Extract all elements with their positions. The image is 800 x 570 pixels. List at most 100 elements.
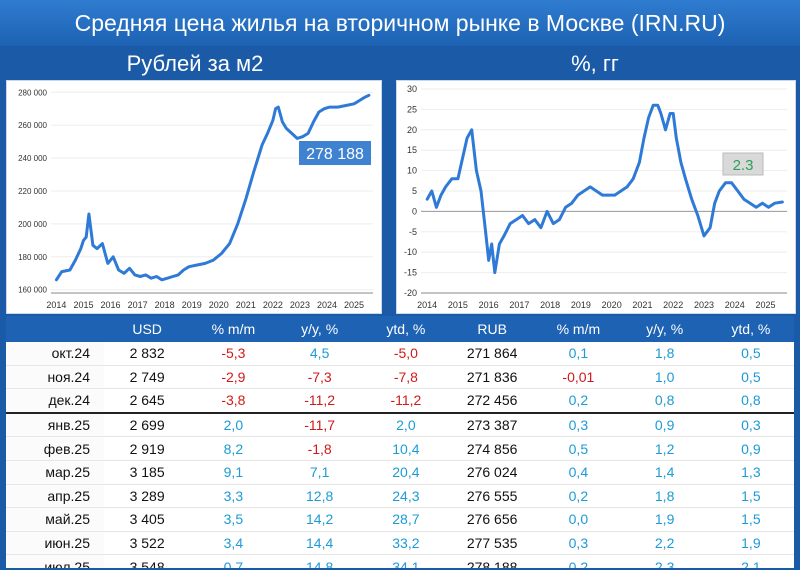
table-cell: 7,1 [276,460,363,485]
table-cell: 3 522 [104,531,191,556]
table-cell: 3 185 [104,460,191,485]
month-cell: ноя.24 [6,365,104,390]
annotation-box [299,141,371,165]
y-tick-label: 15 [407,145,417,155]
y-tick-label: 260 000 [18,121,47,130]
table-cell: 2 832 [104,342,191,366]
x-tick-label: 2022 [663,300,683,310]
month-cell: янв.25 [6,412,104,438]
table-cell: -2,9 [190,365,277,390]
table-cell: 28,7 [362,507,449,532]
table-cell: 0,5 [707,342,794,366]
table-cell: 1,5 [707,484,794,509]
table-cell: 34,1 [362,554,449,568]
annotation-box [722,152,764,176]
y-tick-label: 10 [407,166,417,176]
data-table: USD% m/m y/y, % ytd, % RUB% m/m y/y, % ytd, %… [6,316,794,568]
month-cell: мар.25 [6,460,104,485]
table-cell: 3,4 [190,531,277,556]
table-cell: 274 856 [449,436,536,461]
table-cell: 14,2 [276,507,363,532]
y-tick-label: -5 [409,227,417,237]
left-chart-subtitle: Рублей за м2 [126,51,264,76]
data-table-container: USD% m/m y/y, % ytd, % RUB% m/m y/y, % ytd, %… [6,316,794,568]
x-tick-label: 2024 [317,300,337,310]
annotation-label: 2.3 [733,157,754,174]
table-cell: 276 024 [449,460,536,485]
x-tick-label: 2023 [290,300,310,310]
x-tick-label: 2020 [602,300,622,310]
table-header-cell: y/y, % [276,316,363,342]
table-cell: 1,0 [621,365,708,390]
table-cell: 2,1 [707,554,794,568]
page-title: Средняя цена жилья на вторичном рынке в … [0,0,800,46]
table-header-cell: USD [104,316,191,342]
table-cell: 9,1 [190,460,277,485]
x-tick-label: 2020 [209,300,229,310]
x-tick-label: 2014 [46,300,66,310]
x-tick-label: 2025 [344,300,364,310]
table-cell: -7,3 [276,365,363,390]
table-cell: 276 555 [449,484,536,509]
table-cell: 1,8 [621,342,708,366]
table-row: дек.24 2 645 -3,8 -11,2 -11,2 272 456 0,2 0,8 0,… [6,388,794,414]
x-tick-label: 2018 [155,300,175,310]
x-tick-label: 2019 [182,300,202,310]
right-chart-subtitle: %, гг [571,51,619,76]
table-header-cell: % m/m [190,316,277,342]
table-cell: 0,2 [535,484,622,509]
table-cell: 2 645 [104,388,191,414]
table-cell: 3,5 [190,507,277,532]
x-tick-label: 2017 [128,300,148,310]
table-cell: 3 405 [104,507,191,532]
table-cell: 14,4 [276,531,363,556]
table-cell: 271 836 [449,365,536,390]
table-cell: 0,9 [707,436,794,461]
table-cell: 2,3 [621,554,708,568]
table-cell: 10,4 [362,436,449,461]
table-cell: -3,8 [190,388,277,414]
y-tick-label: 25 [407,104,417,114]
table-cell: -5,3 [190,342,277,366]
table-cell: 0,2 [535,388,622,414]
y-tick-label: 200 000 [18,220,47,229]
x-tick-label: 2017 [509,300,529,310]
table-cell: 2,0 [362,412,449,438]
y-tick-label: 180 000 [18,253,47,262]
table-cell: 1,2 [621,436,708,461]
yoy-chart-panel: -20 -15 -10 -5 0 5 10 15 20 25 30 2014 2015 2016 2017 2… [396,80,796,314]
month-cell: дек.24 [6,388,104,414]
table-cell: 0,0 [535,507,622,532]
month-cell: окт.24 [6,342,104,366]
annotation-label: 278 188 [306,146,364,163]
y-tick-label: 20 [407,125,417,135]
table-cell: -5,0 [362,342,449,366]
table-header-cell [6,316,104,342]
table-row: фев.25 2 919 8,2 -1,8 10,4 274 856 0,5 1,2 0,9 [6,436,794,461]
table-cell: 0,8 [707,388,794,414]
x-tick-label: 2014 [417,300,437,310]
table-cell: 24,3 [362,484,449,509]
table-cell: -11,7 [276,412,363,438]
table-cell: 8,2 [190,436,277,461]
table-cell: 272 456 [449,388,536,414]
y-tick-label: 280 000 [18,88,47,97]
table-cell: 3,3 [190,484,277,509]
table-cell: 1,9 [621,507,708,532]
x-tick-label: 2016 [479,300,499,310]
table-cell: 1,9 [707,531,794,556]
x-tick-label: 2021 [236,300,256,310]
price-chart: 160 000 180 000 200 000 220 000 240 000 260 0… [18,88,373,310]
month-cell: фев.25 [6,436,104,461]
table-cell: 271 864 [449,342,536,366]
table-cell: -1,8 [276,436,363,461]
table-cell: 0,9 [621,412,708,438]
table-cell: 1,3 [707,460,794,485]
table-cell: 277 535 [449,531,536,556]
table-row: янв.25 2 699 2,0 -11,7 2,0 273 387 0,3 0,9 0,3 [6,412,794,438]
series-line [54,93,371,282]
table-cell: 2 749 [104,365,191,390]
x-tick-label: 2015 [448,300,468,310]
x-tick-label: 2015 [73,300,93,310]
